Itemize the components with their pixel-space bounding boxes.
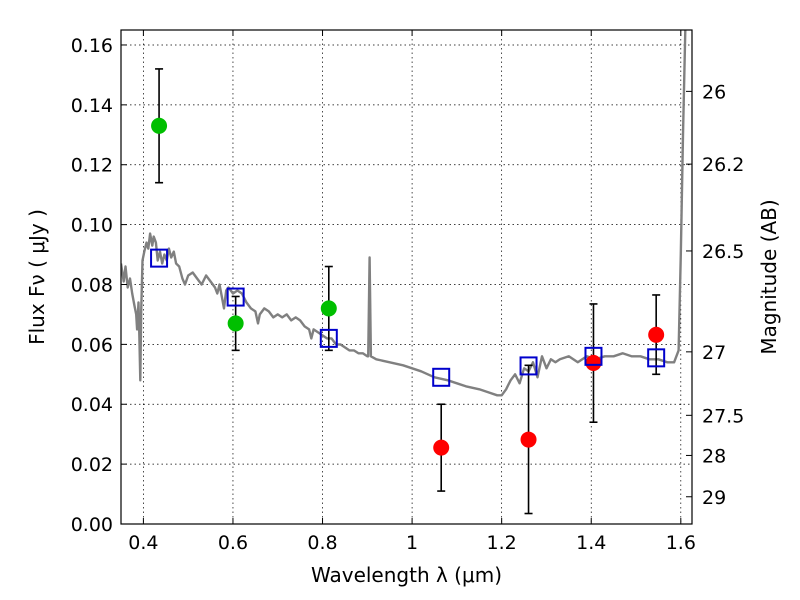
right-tick-label: 27.5 — [702, 405, 744, 427]
model-flux-box — [519, 356, 538, 376]
y-tick-label: 0.00 — [71, 514, 113, 536]
right-tick-label: 28 — [702, 445, 726, 467]
x-tick-label: 0.8 — [307, 532, 337, 554]
x-tick-label: 1.4 — [576, 532, 606, 554]
data-point-red — [433, 439, 450, 456]
y-axis-label: Flux Fν ( μJy ) — [25, 209, 49, 345]
x-tick-label: 0.6 — [218, 532, 248, 554]
y-tick-label: 0.14 — [71, 95, 113, 117]
sed-model-layer — [121, 30, 687, 397]
x-tick-label: 1.2 — [487, 532, 517, 554]
y-tick-label: 0.16 — [71, 35, 113, 57]
model-flux-box — [319, 328, 338, 348]
model-flux-box — [226, 287, 245, 307]
right-tick-label: 26.2 — [702, 154, 744, 176]
model-flux-box — [150, 248, 169, 268]
right-axis-label: Magnitude (AB) — [757, 199, 781, 354]
y-tick-label: 0.06 — [71, 334, 113, 356]
data-point-red — [648, 326, 665, 343]
model-flux-box — [432, 367, 451, 387]
right-tick-label: 27 — [702, 342, 726, 364]
right-tick-label: 29 — [702, 487, 726, 509]
data-point-green — [227, 315, 244, 332]
data-point-red — [585, 354, 602, 371]
right-tick-label: 26 — [702, 81, 726, 103]
y-tick-label: 0.02 — [71, 454, 113, 476]
y-tick-label: 0.04 — [71, 394, 113, 416]
y-tick-label: 0.12 — [71, 155, 113, 177]
x-tick-label: 1.6 — [666, 532, 696, 554]
y-tick-label: 0.08 — [71, 274, 113, 296]
x-tick-label: 0.4 — [128, 532, 158, 554]
right-tick-label: 26.5 — [702, 241, 744, 263]
data-point-green — [151, 117, 168, 134]
data-point-red — [520, 431, 537, 448]
model-flux-box — [647, 348, 666, 368]
plot-frame — [120, 29, 693, 525]
plot-area — [121, 30, 692, 524]
y-tick-label: 0.10 — [71, 215, 113, 237]
data-point-green — [320, 300, 337, 317]
x-tick-label: 1 — [406, 532, 418, 554]
right-axis-ticks: 26 26.2 26.5 27 27.5 28 29 — [686, 81, 744, 509]
data-point-layer — [150, 117, 666, 456]
model-flux-box — [584, 346, 603, 366]
y-axis-ticks: 0.00 0.02 0.04 0.06 0.08 0.10 0.12 0.14 0.16 — [71, 35, 127, 536]
x-axis-label: Wavelength λ (μm) — [311, 563, 502, 587]
sed-model-line — [121, 30, 687, 397]
x-axis-ticks: 0.4 0.6 0.8 1 1.2 1.4 1.6 — [128, 30, 696, 554]
